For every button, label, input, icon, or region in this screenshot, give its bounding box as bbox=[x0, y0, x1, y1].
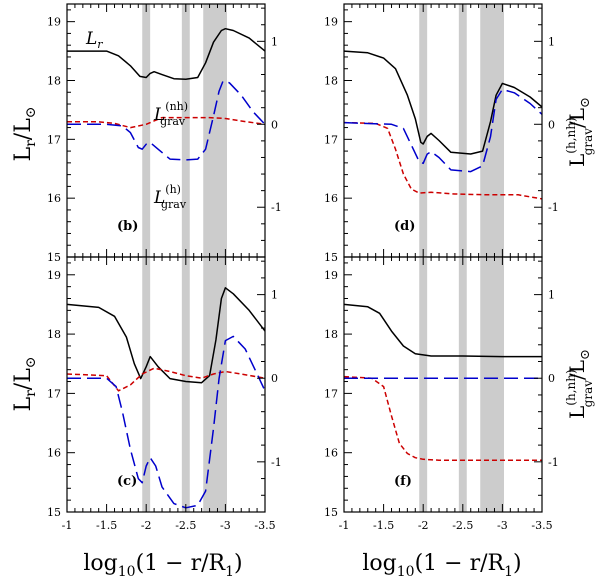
left-axis-title-bottom: Lr/L⊙ bbox=[11, 356, 39, 411]
left-tick-label: 17 bbox=[324, 387, 338, 400]
left-tick-label: 18 bbox=[47, 328, 61, 341]
shaded-band bbox=[203, 257, 227, 512]
left-tick-label: 19 bbox=[47, 16, 61, 29]
right-tick-label: -1 bbox=[271, 201, 282, 214]
left-tick-label: 18 bbox=[47, 74, 61, 87]
left-axis-title-top: Lr/L⊙ bbox=[11, 106, 39, 161]
panel-label-c: (c) bbox=[117, 474, 137, 489]
panel-label-d: (d) bbox=[394, 219, 415, 234]
annotation-lgrav-nh: L(nh) grav bbox=[153, 100, 188, 128]
x-tick-label: -2.5 bbox=[175, 519, 196, 532]
panel-frame bbox=[343, 3, 543, 258]
x-axis-title-left: log10(1 − r/R1) bbox=[83, 551, 242, 579]
shaded-band bbox=[480, 257, 504, 512]
series-lgrav-nh-line bbox=[343, 375, 542, 461]
annotation-lgrav-h: L(h) grav bbox=[153, 183, 187, 211]
x-tick-label: -1.5 bbox=[96, 519, 117, 532]
x-tick-label: -1 bbox=[339, 519, 350, 532]
left-tick-label: 17 bbox=[47, 133, 61, 146]
left-tick-label: 18 bbox=[324, 328, 338, 341]
shaded-band bbox=[181, 257, 190, 512]
shaded-band bbox=[419, 257, 428, 512]
shaded-band bbox=[458, 257, 467, 512]
left-tick-label: 19 bbox=[324, 16, 338, 29]
x-tick-label: -1 bbox=[62, 519, 73, 532]
left-tick-label: 16 bbox=[47, 447, 61, 460]
right-axis-title-bottom: L(h,nh) grav/L⊙ bbox=[564, 349, 595, 419]
right-tick-label: -1 bbox=[548, 201, 559, 214]
right-tick-label: 0 bbox=[548, 372, 555, 385]
left-tick-label: 16 bbox=[47, 192, 61, 205]
x-tick-label: -1.5 bbox=[373, 519, 394, 532]
shaded-band bbox=[142, 4, 151, 257]
right-tick-label: -1 bbox=[548, 456, 559, 469]
panel-frame bbox=[343, 256, 543, 513]
left-tick-label: 15 bbox=[47, 251, 61, 264]
x-tick-label: -3 bbox=[220, 519, 231, 532]
shaded-band bbox=[203, 4, 227, 257]
right-tick-label: 0 bbox=[548, 118, 555, 131]
x-tick-label: -2 bbox=[418, 519, 429, 532]
series-lgrav-nh-line bbox=[343, 121, 543, 200]
x-tick-label: -2 bbox=[141, 519, 152, 532]
panel-b: 15 16 17 18 19 -1 0 1 (b) bbox=[47, 3, 282, 264]
panel-f: 15 16 17 18 19 -1 0 1 -1 -1.5 -2 -2.5 -3 -3.5 (f) bbox=[324, 256, 559, 532]
shaded-band bbox=[458, 4, 467, 257]
panel-d: 15 16 17 18 19 -1 0 1 (d) bbox=[324, 3, 559, 264]
right-tick-label: 1 bbox=[271, 35, 278, 48]
shaded-band bbox=[181, 4, 190, 257]
right-tick-label: 1 bbox=[548, 289, 555, 302]
series-lgrav-h-line bbox=[343, 88, 543, 173]
left-tick-label: 19 bbox=[47, 269, 61, 282]
x-tick-label: -3.5 bbox=[254, 519, 275, 532]
series-lgrav-nh-line bbox=[66, 367, 266, 392]
x-tick-label: -3 bbox=[497, 519, 508, 532]
left-tick-label: 18 bbox=[324, 74, 338, 87]
left-tick-label: 17 bbox=[47, 387, 61, 400]
series-lr-line bbox=[66, 287, 266, 384]
right-tick-label: 0 bbox=[271, 372, 278, 385]
right-tick-label: 1 bbox=[271, 289, 278, 302]
series-lgrav-nh-line bbox=[67, 116, 266, 129]
panel-label-f: (f) bbox=[394, 474, 412, 489]
annotation-lr: Lr bbox=[85, 29, 103, 51]
series-lr-line bbox=[67, 27, 266, 81]
x-tick-label: -2.5 bbox=[452, 519, 473, 532]
panel-frame bbox=[66, 256, 266, 513]
shaded-band bbox=[142, 257, 151, 512]
x-tick-label: -3.5 bbox=[531, 519, 552, 532]
shaded-band bbox=[419, 4, 428, 257]
left-tick-label: 17 bbox=[324, 133, 338, 146]
right-tick-label: -1 bbox=[271, 456, 282, 469]
left-tick-label: 15 bbox=[324, 506, 338, 519]
right-axis-title-top: L(h,nh) grav/L⊙ bbox=[564, 97, 595, 167]
series-lgrav-h-line bbox=[67, 80, 266, 161]
panel-label-b: (b) bbox=[117, 219, 138, 234]
left-tick-label: 16 bbox=[324, 192, 338, 205]
panel-c: 15 16 17 18 19 -1 0 1 -1 -1.5 -2 -2.5 -3 -3.5 (c) bbox=[47, 256, 282, 532]
series-lgrav-h-line bbox=[67, 335, 266, 509]
left-tick-label: 15 bbox=[324, 251, 338, 264]
series-lr-line bbox=[343, 50, 543, 155]
left-tick-label: 19 bbox=[324, 269, 338, 282]
left-tick-label: 16 bbox=[324, 447, 338, 460]
x-axis-title-right: log10(1 − r/R1) bbox=[362, 551, 521, 579]
left-tick-label: 15 bbox=[47, 506, 61, 519]
right-tick-label: 1 bbox=[548, 35, 555, 48]
series-lr-line bbox=[343, 303, 542, 358]
right-tick-label: 0 bbox=[271, 118, 278, 131]
